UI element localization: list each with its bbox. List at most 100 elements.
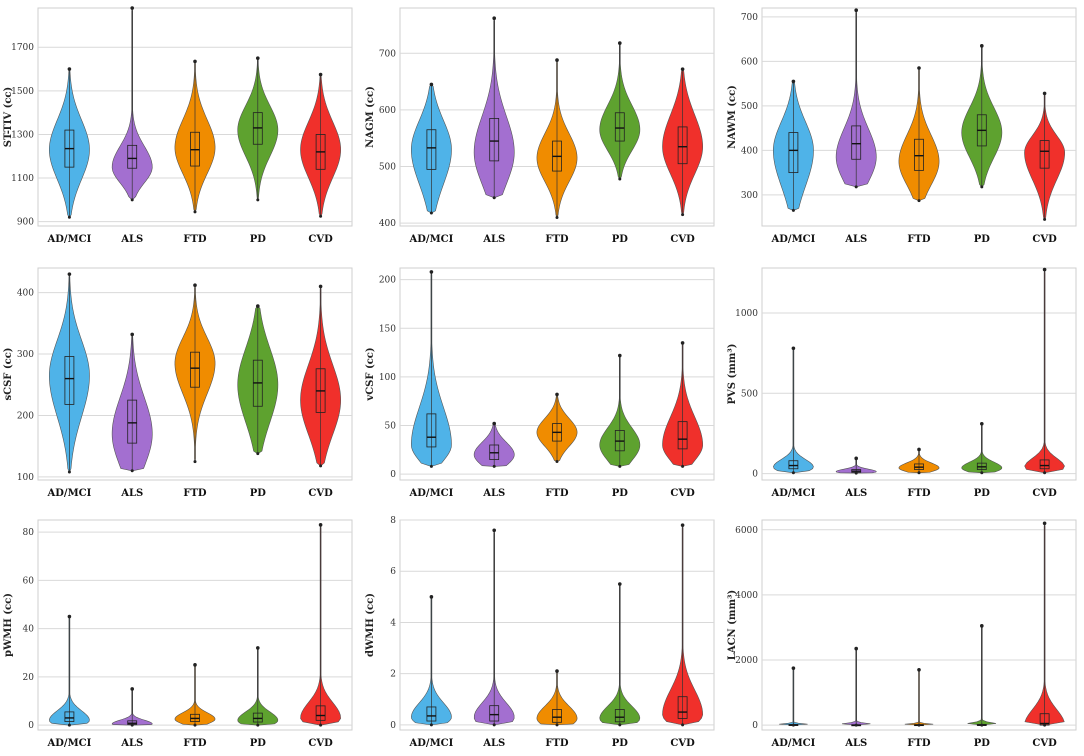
x-tick-label: CVD [1032,488,1057,499]
violin-ftd [536,392,578,464]
violin-cvd [662,341,703,468]
min-point [492,723,496,727]
violin-admci [49,272,90,474]
y-tick-label: 600 [741,57,758,67]
violin-ftd [174,59,216,214]
x-tick-label: FTD [907,738,931,749]
x-tick-label: AD/MCI [47,488,92,499]
x-tick-label: FTD [545,234,569,245]
x-tick-label: PD [612,488,629,499]
min-point [791,208,795,212]
min-point [618,723,622,727]
min-point [67,215,71,219]
y-tick-label: 100 [17,473,34,483]
min-point [555,723,559,727]
y-tick-label: 700 [379,49,396,59]
iqr-box [614,112,625,142]
iqr-box [426,706,437,722]
max-point [318,284,323,289]
min-point [256,452,260,456]
chart-lacn-svg: 0 2000 4000 6000 LACN (mm³) AD/MCI ALS FTD PD CVD [727,519,1077,749]
chart-nawm-svg: 300 400 500 600 700 NAWM (cc) AD/MCI ALS FTD PD CV… [727,7,1077,245]
min-point [429,464,433,468]
min-point [67,470,71,474]
violin-als [835,456,877,475]
violin-cvd [300,284,342,468]
y-tick-label: 0 [752,721,758,731]
violin-pd [967,624,997,727]
violin-cvd [1024,267,1065,475]
x-tick-label: FTD [183,738,207,749]
y-axis-label: dWMH (cc) [365,593,376,657]
x-tick-label: CVD [670,488,695,499]
x-tick-label: PD [974,738,991,749]
x-tick-label: FTD [907,234,931,245]
violin-cvd [1024,91,1065,221]
max-point [429,82,434,87]
iqr-box [127,399,138,444]
violin-admci [411,270,452,468]
max-point [1042,267,1047,272]
y-tick-label: 1500 [11,87,34,97]
x-tick-label: AD/MCI [409,488,454,499]
min-point [555,216,559,220]
violin-als [835,8,877,189]
max-point [791,346,796,351]
x-tick-label: PD [250,738,267,749]
violin-admci [411,595,452,727]
y-tick-label: 0 [28,721,34,731]
x-tick-label: ALS [482,234,505,245]
max-point [492,528,496,533]
y-tick-label: 6000 [735,526,758,536]
x-tick-label: AD/MCI [771,488,816,499]
y-tick-label: 0 [752,470,758,480]
x-tick-label: AD/MCI [771,234,816,245]
min-point [319,464,323,468]
max-point [618,353,622,358]
violin-admci [411,82,452,215]
violin-als [111,6,153,202]
iqr-box [426,413,437,448]
y-axis-label: NAGM (cc) [365,86,376,148]
x-tick-label: ALS [482,488,505,499]
chart-panel-st-tiv: 900 1100 1300 1500 1700 ST-TIV (cc) AD/MCI ALS F… [0,0,360,250]
iqr-box [851,125,862,160]
min-point [555,460,559,464]
max-point [193,283,197,288]
y-tick-label: 1000 [735,309,758,319]
min-point [130,198,134,202]
min-point [319,723,323,727]
violin-als [111,687,153,727]
min-point [256,723,260,727]
max-point [492,421,496,426]
min-point [681,464,685,468]
max-point [130,6,134,10]
max-point [193,59,197,64]
y-tick-label: 600 [379,106,396,116]
min-point [980,471,984,475]
max-point [917,667,921,672]
min-point [1043,723,1047,727]
min-point [319,214,323,218]
min-point [67,723,71,727]
violin-ftd [536,58,578,220]
violin-pd [237,646,279,727]
y-tick-label: 60 [23,576,35,586]
y-tick-label: 2000 [735,656,758,666]
iqr-box [489,705,500,722]
violin-cvd [300,523,341,727]
chart-panel-dwmh: 0 2 4 6 8 dWMH (cc) AD/MCI ALS FTD PD CVD [362,514,722,756]
y-axis-label: ST-TIV (cc) [3,87,14,148]
max-point [1042,91,1047,96]
y-axis-label: NAWM (cc) [727,85,738,149]
x-tick-label: FTD [545,738,569,749]
y-tick-label: 300 [741,191,758,201]
violin-admci [49,614,90,727]
max-point [980,44,984,48]
min-point [618,464,622,468]
violin-pd [237,56,279,202]
max-point [130,332,134,337]
min-point [429,723,433,727]
x-tick-label: AD/MCI [47,234,92,245]
x-tick-label: CVD [1032,738,1057,749]
